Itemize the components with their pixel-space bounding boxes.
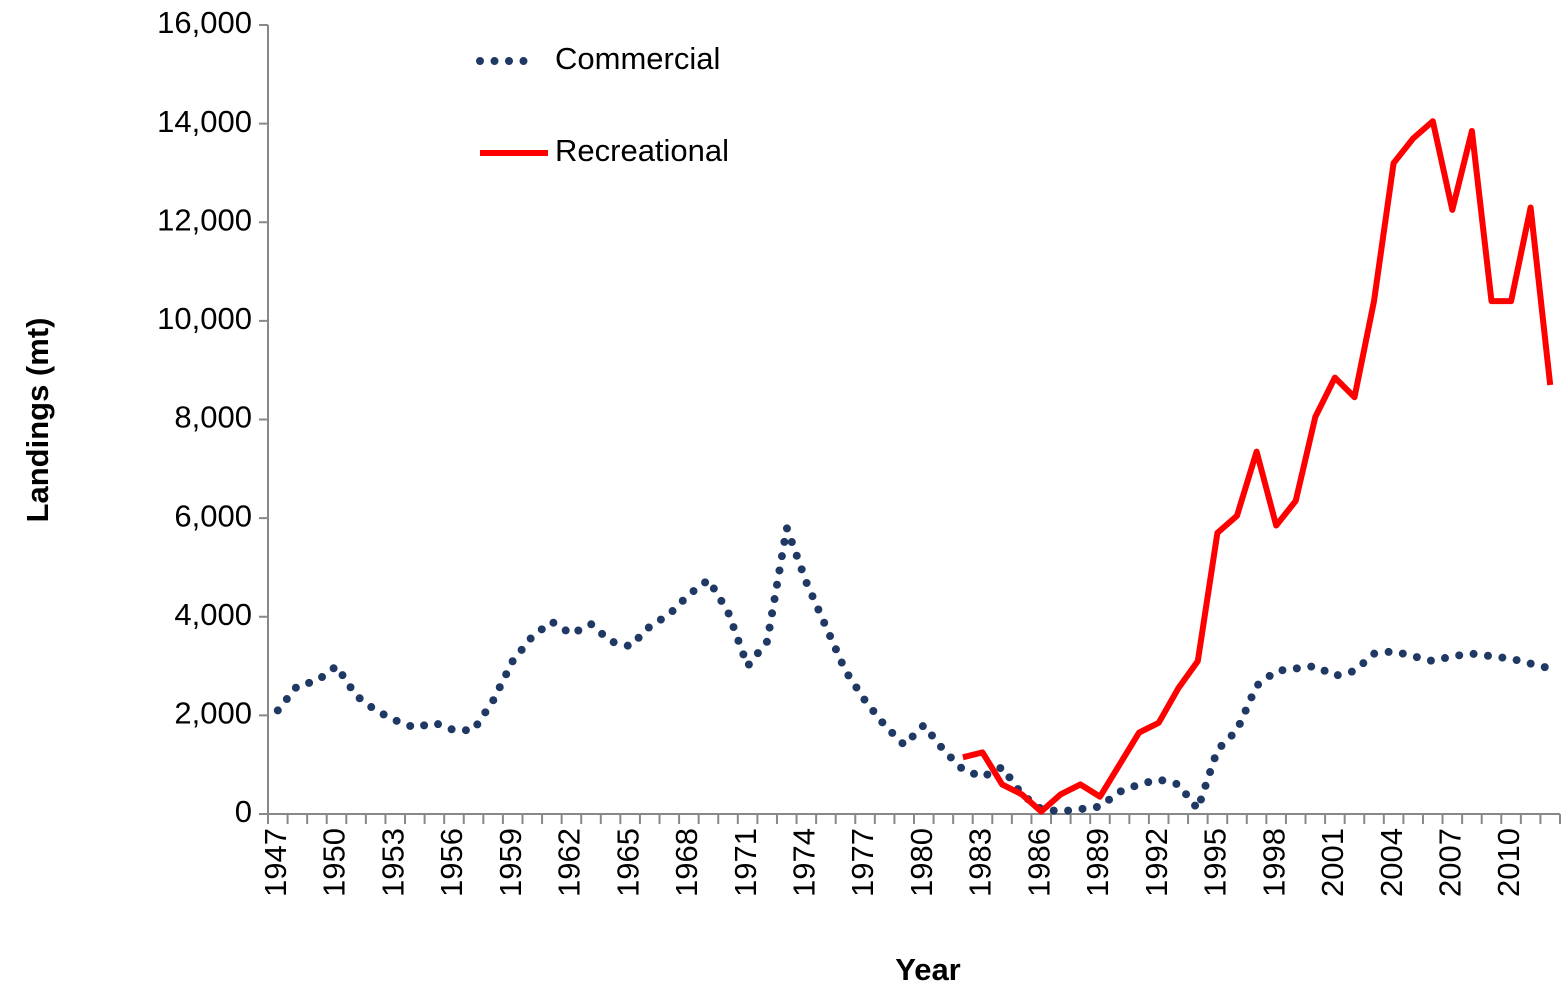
series-line <box>962 118 1554 815</box>
y-tick-label: 10,000 <box>157 301 252 336</box>
y-tick-label: 2,000 <box>174 696 252 731</box>
legend-label: Recreational <box>555 133 729 168</box>
series-line <box>273 512 1555 818</box>
x-tick-label: 1977 <box>845 828 880 897</box>
y-tick-label: 14,000 <box>157 104 252 139</box>
y-tick-label: 8,000 <box>174 400 252 435</box>
x-tick-label: 1962 <box>552 828 587 897</box>
x-tick-label: 1956 <box>434 828 469 897</box>
x-tick-label: 1998 <box>1256 828 1291 897</box>
x-tick-label: 1959 <box>493 828 528 897</box>
x-tick-label: 1971 <box>728 828 763 897</box>
x-tick-label: 1968 <box>669 828 704 897</box>
x-tick-label: 1995 <box>1198 828 1233 897</box>
x-tick-label: 2010 <box>1491 828 1526 897</box>
y-tick-label: 6,000 <box>174 498 252 533</box>
x-tick-label: 1986 <box>1021 828 1056 897</box>
x-tick-label: 1953 <box>375 828 410 897</box>
y-tick-label: 12,000 <box>157 202 252 237</box>
x-tick-label: 1947 <box>258 828 293 897</box>
y-tick-label: 0 <box>235 794 252 829</box>
x-tick-label: 1974 <box>787 828 822 897</box>
y-tick-label: 4,000 <box>174 597 252 632</box>
x-tick-label: 1950 <box>317 828 352 897</box>
legend-label: Commercial <box>555 41 720 76</box>
x-tick-label: 2004 <box>1374 828 1409 897</box>
x-tick-label: 1989 <box>1080 828 1115 897</box>
y-axis-label: Landings (mt) <box>20 318 55 523</box>
x-tick-label: 1983 <box>963 828 998 897</box>
y-tick-label: 16,000 <box>157 5 252 40</box>
x-tick-label: 1980 <box>904 828 939 897</box>
x-tick-label: 1992 <box>1139 828 1174 897</box>
x-axis-label: Year <box>895 952 961 987</box>
x-tick-label: 2001 <box>1315 828 1350 897</box>
x-tick-label: 2007 <box>1433 828 1468 897</box>
x-tick-label: 1965 <box>610 828 645 897</box>
